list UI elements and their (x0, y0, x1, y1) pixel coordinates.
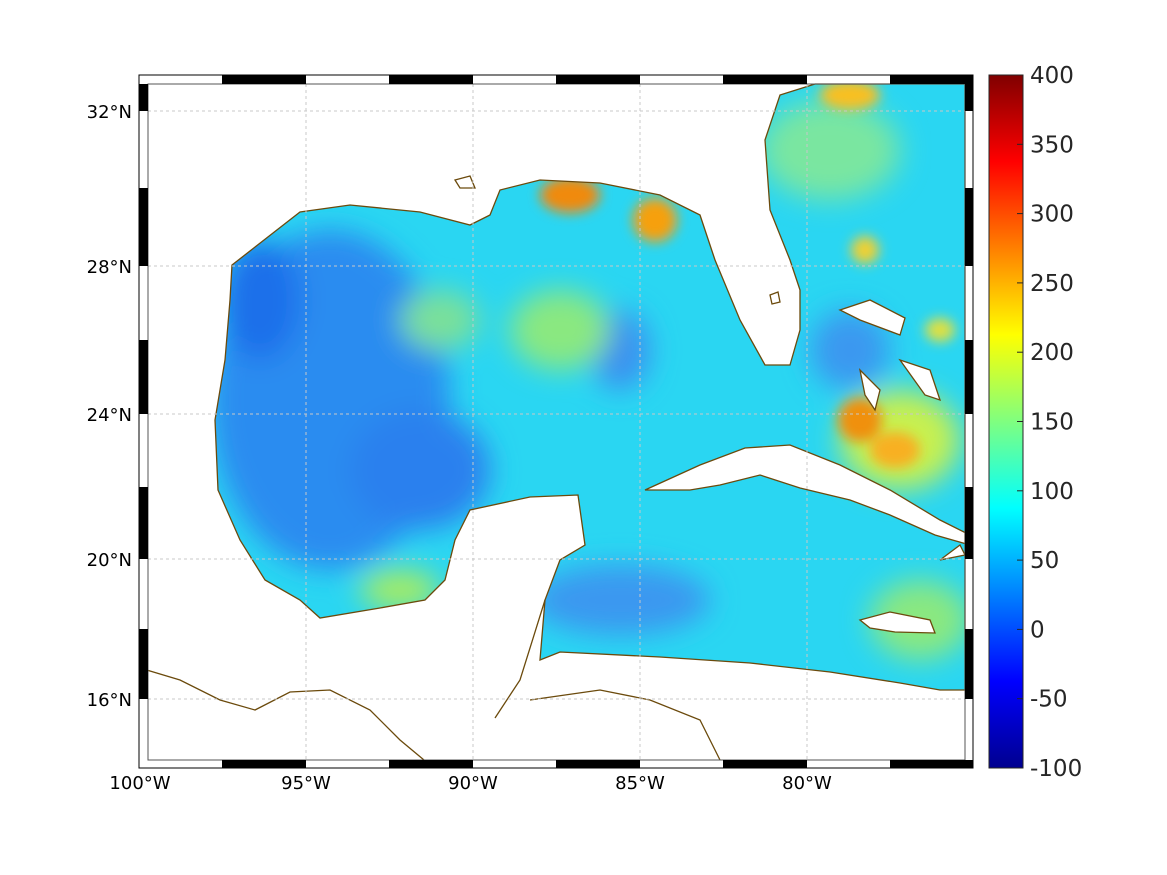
colorbar-tick-label: -50 (1030, 687, 1068, 713)
lat-tick: 32°N (87, 102, 132, 123)
okeechobee (769, 291, 781, 305)
data-field (215, 84, 965, 690)
frame-segment (139, 629, 148, 699)
lat-tick: 24°N (87, 405, 132, 426)
andros-land (838, 299, 906, 336)
frame-segment (965, 629, 973, 699)
belize-coast (494, 599, 546, 719)
lon-tick: 95°W (281, 773, 331, 794)
lon-tick: 80°W (782, 773, 832, 794)
jamaica-land (858, 611, 936, 634)
frame-segment (890, 75, 973, 84)
colorbar-tick-label: 0 (1030, 617, 1045, 643)
colorbar-ticks: 400 350 300 250 200 150 100 50 0 -50 -100 (1017, 63, 1082, 782)
colorbar-tick-label: 250 (1030, 271, 1074, 297)
lon-tick: 100°W (109, 773, 170, 794)
bahamas-land (858, 368, 881, 412)
hispaniola-land (939, 544, 966, 561)
lake-pontchartrain (453, 175, 476, 189)
colorbar-tick-label: 300 (1030, 202, 1074, 228)
graticule (148, 84, 965, 760)
lat-tick: 16°N (87, 690, 132, 711)
lon-tick: 90°W (448, 773, 498, 794)
colorbar-tick-label: 200 (1030, 340, 1074, 366)
frame-segment (965, 84, 973, 111)
coastlines (139, 83, 971, 766)
bahamas-land-2 (898, 358, 942, 402)
frame-segment (139, 84, 148, 111)
frame-segment (556, 75, 640, 84)
frame-segment (222, 75, 306, 84)
frame-segment (556, 760, 640, 768)
frame-segment (222, 760, 306, 768)
colorbar-tick-label: 50 (1030, 548, 1059, 574)
lon-tick-labels: 100°W 95°W 90°W 85°W 80°W (109, 773, 832, 794)
frame-segment (139, 487, 148, 559)
frame-segment (965, 188, 973, 266)
colorbar-tick-label: 150 (1030, 410, 1074, 436)
frame-segment (389, 75, 473, 84)
honduras-coast (529, 689, 721, 761)
map-frame (138, 74, 974, 769)
frame-segment (389, 760, 473, 768)
lat-tick: 28°N (87, 257, 132, 278)
frame-segment (965, 487, 973, 559)
colorbar-tick-label: -100 (1030, 756, 1082, 782)
frame-segment (723, 760, 807, 768)
frame-segment (139, 340, 148, 414)
colorbar-tick-label: 400 (1030, 63, 1074, 89)
colorbar-tick-label: 350 (1030, 132, 1074, 158)
frame-segment (890, 760, 973, 768)
frame-segment (723, 75, 807, 84)
frame-segment (139, 188, 148, 266)
frame-segment (965, 340, 973, 414)
lat-tick: 20°N (87, 550, 132, 571)
lon-tick: 85°W (615, 773, 665, 794)
colorbar-tick-label: 100 (1030, 479, 1074, 505)
central-america-coast (139, 667, 431, 766)
lat-tick-labels: 32°N 28°N 24°N 20°N 16°N (87, 102, 132, 711)
